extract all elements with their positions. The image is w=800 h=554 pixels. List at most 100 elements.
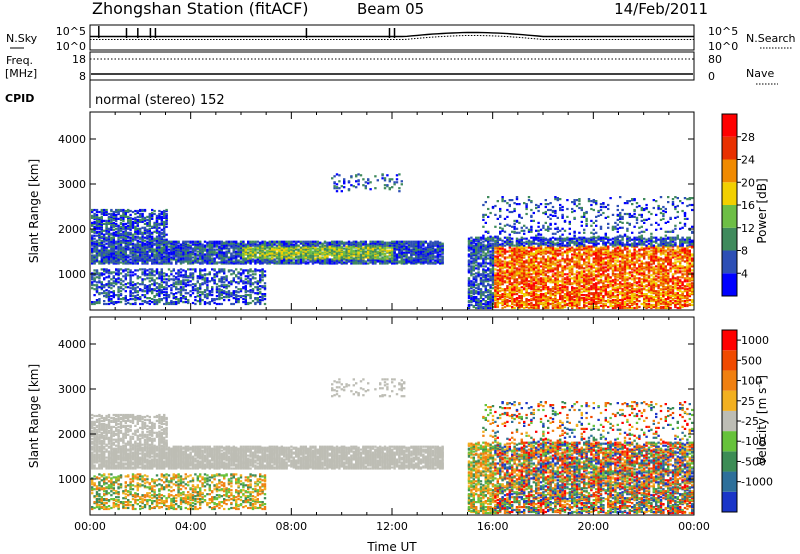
echo-cell — [129, 298, 132, 301]
echo-cell — [141, 241, 144, 244]
echo-cell — [218, 254, 221, 257]
echo-cell — [203, 289, 207, 292]
echo-cell — [470, 260, 473, 263]
echo-cell — [470, 295, 473, 298]
echo-cell — [259, 288, 262, 291]
echo-cell — [151, 211, 154, 215]
echo-cell — [124, 236, 127, 239]
echo-cell — [148, 280, 151, 283]
echo-cell — [107, 215, 111, 218]
echo-cell — [424, 249, 427, 252]
echo-cell — [218, 288, 221, 291]
echo-cell — [499, 209, 502, 213]
echo-cell — [333, 255, 336, 258]
echo-cell — [376, 179, 379, 182]
echo-cell — [119, 272, 123, 275]
echo-cell — [489, 244, 492, 247]
echo-cell — [112, 294, 115, 297]
echo-cell — [470, 265, 473, 268]
echo-cell — [367, 243, 370, 246]
echo-cell — [93, 225, 96, 228]
echo-cell — [153, 248, 156, 251]
echo-cell — [431, 248, 435, 251]
echo-cell — [287, 251, 291, 254]
echo-cell — [91, 272, 94, 275]
echo-cell — [434, 255, 437, 258]
echo-cell — [275, 244, 279, 247]
echo-cell — [244, 290, 247, 293]
echo-cell — [335, 173, 339, 176]
echo-cell — [338, 246, 341, 249]
echo-cell — [280, 247, 283, 250]
echo-cell — [129, 293, 132, 296]
echo-cell — [131, 302, 135, 306]
echo-cell — [103, 208, 106, 212]
echo-cell — [122, 262, 125, 265]
echo-cell — [403, 242, 406, 245]
echo-cell — [244, 269, 247, 272]
echo-cell — [259, 278, 262, 281]
echo-cell — [472, 283, 475, 286]
echo-cell — [131, 239, 135, 242]
echo-cell — [499, 247, 502, 250]
echo-cell — [165, 212, 168, 216]
echo-cell — [227, 285, 231, 288]
echo-cell — [467, 242, 471, 245]
echo-cell — [249, 296, 252, 299]
echo-cell — [503, 264, 507, 267]
echo-cell — [439, 241, 442, 244]
echo-cell — [163, 255, 166, 258]
echo-cell — [393, 181, 396, 184]
echo-cell — [343, 250, 346, 253]
echo-cell — [292, 240, 295, 243]
echo-cell — [191, 292, 195, 295]
echo-cell — [215, 298, 219, 301]
echo-cell — [506, 208, 509, 212]
echo-cell — [513, 253, 516, 256]
echo-cell — [472, 248, 475, 251]
echo-cell — [503, 280, 507, 283]
echo-cell — [311, 260, 315, 263]
echo-cell — [393, 257, 396, 260]
echo-cell — [175, 276, 178, 279]
echo-cell — [499, 226, 502, 229]
echo-cell — [367, 254, 370, 257]
echo-cell — [263, 270, 267, 273]
echo-cell — [359, 255, 363, 258]
echo-cell — [470, 253, 473, 256]
echo-cell — [93, 248, 96, 251]
echo-cell — [467, 279, 471, 282]
echo-cell — [499, 249, 502, 252]
echo-cell — [232, 294, 235, 297]
echo-cell — [506, 281, 509, 284]
echo-cell — [494, 257, 497, 260]
echo-cell — [383, 257, 387, 260]
echo-cell — [146, 245, 149, 248]
echo-cell — [237, 291, 240, 294]
echo-cell — [508, 236, 511, 239]
noise-tick-top-right: 10^5 — [708, 25, 738, 38]
echo-cell — [511, 270, 514, 273]
echo-cell — [117, 256, 120, 259]
echo-cell — [261, 285, 264, 288]
echo-cell — [189, 290, 192, 293]
echo-cell — [477, 287, 480, 290]
echo-cell — [489, 292, 492, 295]
echo-cell — [472, 250, 475, 253]
echo-cell — [251, 282, 255, 285]
echo-cell — [369, 253, 372, 256]
echo-cell — [362, 184, 365, 187]
echo-cell — [191, 289, 195, 292]
echo-cell — [119, 261, 123, 264]
echo-cell — [263, 285, 267, 288]
echo-cell — [136, 254, 139, 257]
echo-cell — [290, 240, 293, 243]
echo-cell — [489, 258, 492, 261]
echo-cell — [508, 277, 511, 280]
echo-cell — [506, 296, 509, 299]
echo-cell — [100, 247, 103, 250]
echo-cell — [482, 215, 485, 218]
echo-cell — [352, 249, 355, 252]
echo-cell — [350, 175, 353, 178]
echo-cell — [251, 300, 255, 303]
